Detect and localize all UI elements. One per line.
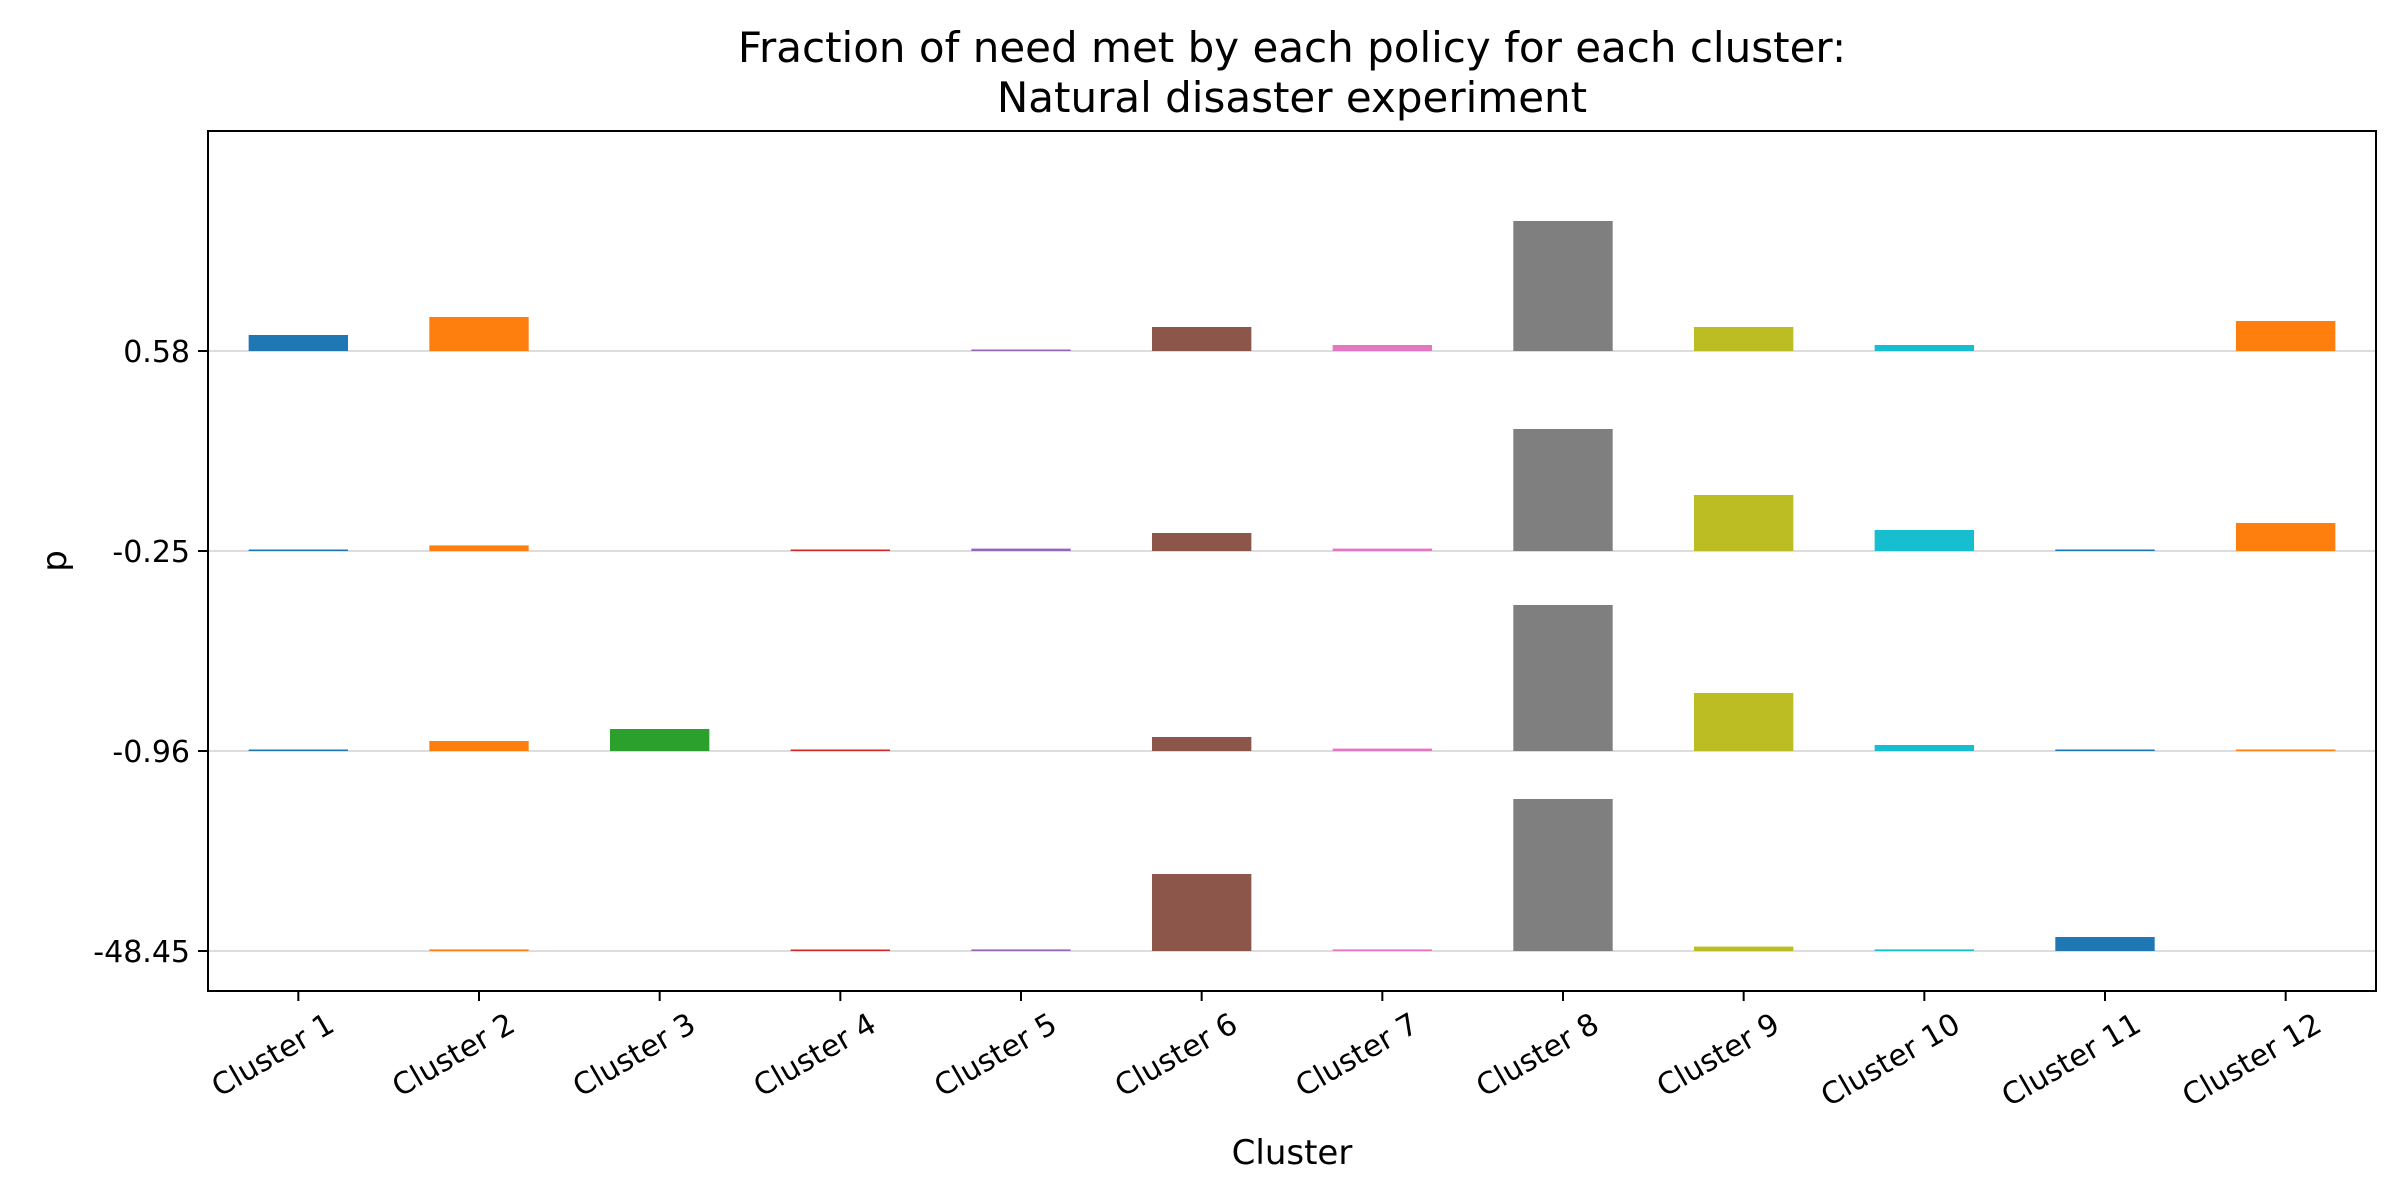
bar-band-2-cluster-10 [1874,530,1975,551]
bar-band-3-cluster-12 [2235,749,2336,751]
bar-band-2-cluster-12 [2235,523,2336,551]
y-tick-label-3: -0.96 [112,735,190,770]
bar-band-3-cluster-9 [1693,693,1794,751]
bar-band-4-cluster-2 [429,949,529,951]
bar-band-2-cluster-2 [429,545,529,551]
bar-band-4-cluster-11 [2055,937,2155,951]
y-tick-label-4: -48.45 [93,935,190,970]
bar-band-4-cluster-4 [790,949,891,951]
bar-band-4-cluster-9 [1693,946,1794,951]
bar-band-1-cluster-8 [1513,221,1613,351]
bar-band-2-cluster-9 [1693,495,1794,551]
chart-title-line-2: Natural disaster experiment [997,73,1587,122]
chart-title-line-1: Fraction of need met by each policy for … [738,23,1846,72]
bar-band-1-cluster-2 [429,317,529,351]
bar-band-4-cluster-7 [1332,949,1433,951]
bar-band-2-cluster-1 [248,549,349,551]
y-tick-label-1: 0.58 [123,335,190,370]
bar-band-1-cluster-9 [1693,327,1794,351]
bar-band-4-cluster-5 [971,949,1071,951]
bar-band-2-cluster-8 [1513,429,1613,551]
bar-band-2-cluster-4 [790,549,891,551]
y-axis-label: p [35,550,75,572]
bar-band-4-cluster-6 [1151,874,1252,951]
bar-band-3-cluster-11 [2055,749,2155,751]
y-tick-label-2: -0.25 [112,535,190,570]
gridlines [208,350,2376,952]
bar-band-1-cluster-12 [2235,321,2336,351]
bars [248,221,2336,951]
bar-band-1-cluster-5 [971,349,1071,351]
bar-band-1-cluster-7 [1332,345,1433,351]
bar-band-2-cluster-7 [1332,548,1433,551]
bar-band-3-cluster-3 [609,729,710,751]
bar-band-3-cluster-4 [790,749,891,751]
bar-band-3-cluster-10 [1874,745,1975,751]
bar-band-3-cluster-6 [1151,737,1252,751]
bar-band-3-cluster-8 [1513,605,1613,751]
bar-band-4-cluster-8 [1513,799,1613,951]
bar-band-1-cluster-1 [248,335,349,351]
bar-band-3-cluster-7 [1332,748,1433,751]
bar-band-1-cluster-6 [1151,327,1252,351]
bar-band-1-cluster-10 [1874,345,1975,351]
plot-frame [207,130,2377,992]
bar-band-4-cluster-10 [1874,949,1975,951]
bar-band-2-cluster-5 [971,548,1071,551]
bar-band-3-cluster-2 [429,741,529,751]
y-ticks: 0.58 -0.25 -0.96 -48.45 [93,335,208,970]
bar-band-3-cluster-1 [248,749,349,751]
x-axis-label: Cluster [1232,1133,1353,1173]
bar-band-2-cluster-6 [1151,533,1252,551]
bar-band-2-cluster-11 [2055,549,2155,551]
